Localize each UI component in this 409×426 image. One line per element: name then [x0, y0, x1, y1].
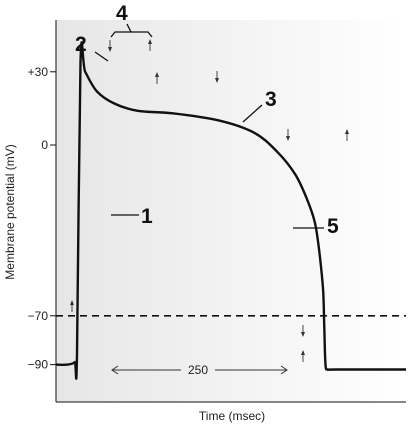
phase-2-leader: [94, 51, 109, 62]
arrowhead-icon: [286, 136, 290, 141]
phase-label-3: 3: [265, 88, 277, 111]
arrowhead-icon: [301, 350, 305, 355]
phase-4-bracket: [110, 31, 153, 38]
arrowhead-icon: [345, 129, 349, 134]
y-tick-label: +30: [28, 65, 49, 79]
y-axis-title: Membrane potential (mV): [3, 144, 17, 279]
action-potential-curve: [55, 41, 406, 380]
phase-label-1: 1: [141, 205, 153, 228]
phase-4-bracket-stem: [126, 23, 132, 33]
arrowhead-icon: [215, 78, 219, 83]
phase-label-4: 4: [116, 2, 128, 25]
arrowhead-icon: [148, 39, 152, 44]
phase-label-2: 2: [75, 33, 87, 56]
x-axis-title: Time (msec): [199, 409, 265, 423]
plot-background: [56, 20, 406, 402]
duration-arrowhead-right: [280, 365, 288, 375]
arrowhead-icon: [155, 72, 159, 77]
arrowhead-icon: [301, 332, 305, 337]
y-tick-label: 0: [41, 138, 48, 152]
ion-arrows: [70, 39, 349, 362]
y-tick-label: −90: [28, 358, 49, 372]
duration-annotation: 250: [111, 363, 288, 377]
arrowhead-icon: [108, 47, 112, 52]
duration-arrowhead-left: [111, 365, 119, 375]
arrowhead-icon: [70, 300, 74, 305]
phase-3-leader: [242, 104, 263, 123]
y-tick-label: −70: [28, 309, 49, 323]
duration-label: 250: [188, 363, 208, 377]
y-ticks: +30 0 −70 −90: [28, 65, 56, 372]
phase-label-5: 5: [327, 215, 339, 238]
phase-labels: 1 2 3 4 5: [75, 2, 339, 238]
